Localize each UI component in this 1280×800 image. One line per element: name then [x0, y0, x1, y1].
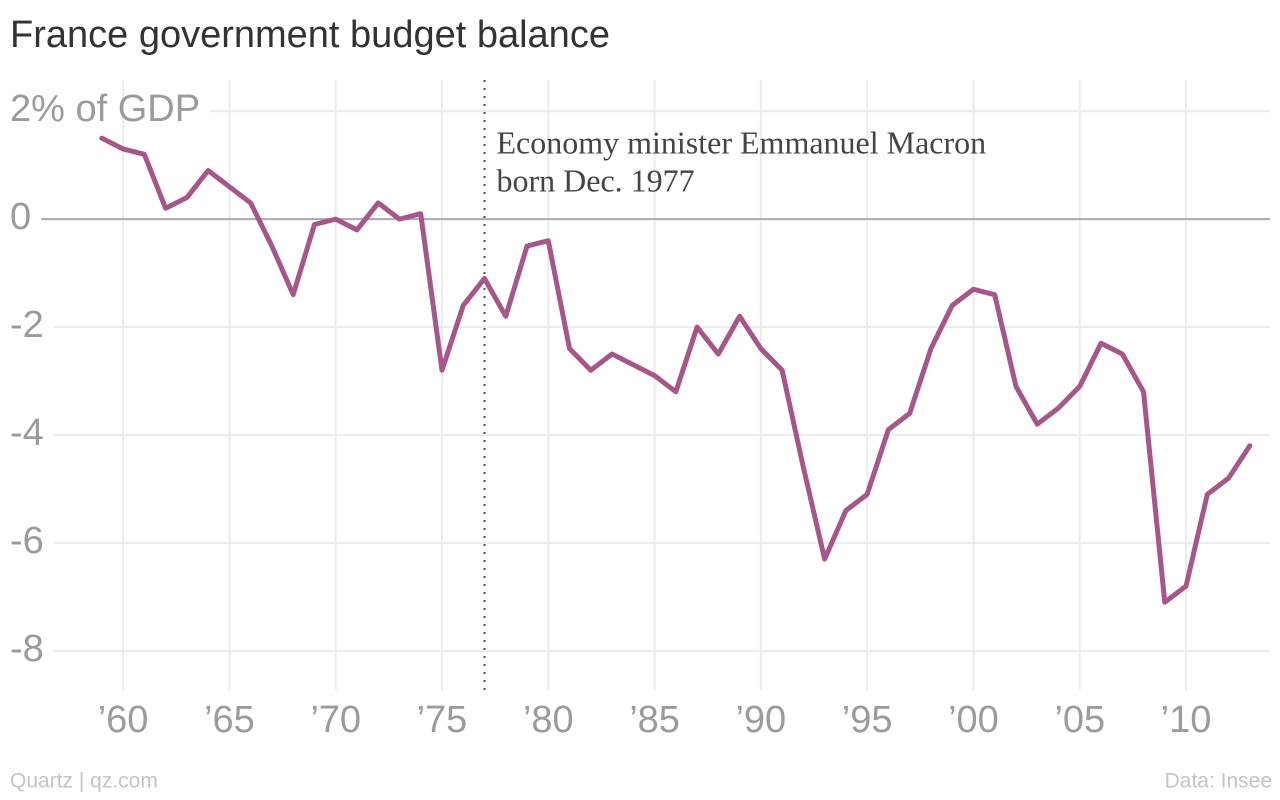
- x-tick-label: ’65: [204, 699, 255, 741]
- y-tick-label: 2% of GDP: [10, 88, 200, 130]
- x-tick-label: ’75: [417, 699, 468, 741]
- chart-title: France government budget balance: [10, 14, 610, 56]
- x-tick-label: ’85: [629, 699, 680, 741]
- x-tick-label: ’90: [735, 699, 786, 741]
- x-tick-label: ’00: [948, 699, 999, 741]
- x-tick-label: ’05: [1054, 699, 1105, 741]
- annotation-text: Economy minister Emmanuel Macron: [496, 124, 986, 160]
- x-tick-label: ’60: [98, 699, 149, 741]
- x-tick-label: ’80: [523, 699, 574, 741]
- x-tick-label: ’70: [310, 699, 361, 741]
- y-tick-label: -8: [10, 628, 44, 670]
- source-left: Quartz | qz.com: [10, 770, 158, 793]
- annotation-text: born Dec. 1977: [496, 162, 694, 198]
- x-tick-label: ’10: [1161, 699, 1212, 741]
- y-tick-label: -4: [10, 412, 44, 454]
- source-right: Data: Insee: [1165, 770, 1272, 793]
- y-tick-label: -6: [10, 520, 44, 562]
- y-tick-label: 0: [10, 196, 31, 238]
- x-tick-label: ’95: [842, 699, 893, 741]
- data-line: [99, 135, 1253, 605]
- y-tick-label: -2: [10, 304, 44, 346]
